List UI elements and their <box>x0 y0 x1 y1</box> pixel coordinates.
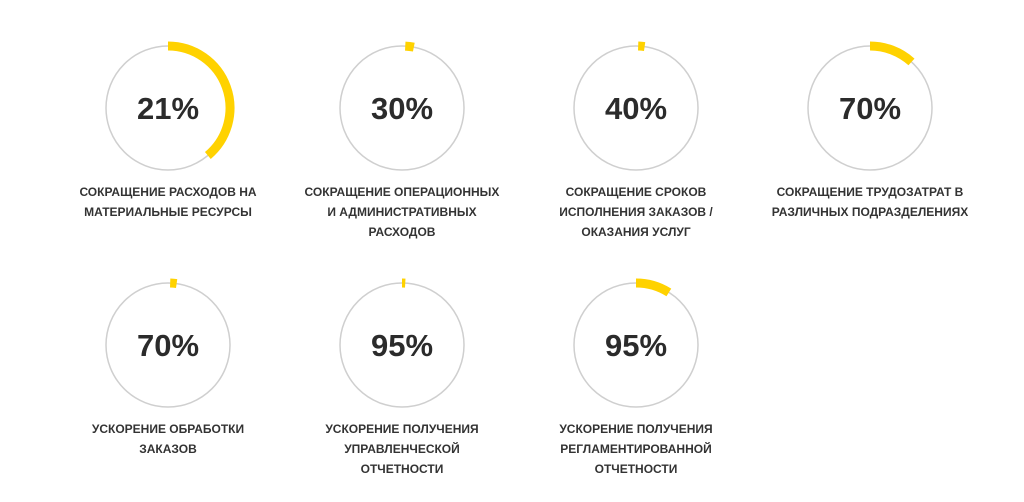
metric-label: РЕГЛАМЕНТИРОВАННОЙ <box>560 441 711 456</box>
metric-card: 95% УСКОРЕНИЕ ПОЛУЧЕНИЯ УПРАВЛЕНЧЕСКОЙ ОТЧЕ… <box>325 278 479 476</box>
progress-arc <box>404 41 415 52</box>
metric-label: И АДМИНИСТРАТИВНЫХ <box>327 205 476 219</box>
metric-label: СОКРАЩЕНИЕ ОПЕРАЦИОННЫХ <box>305 185 500 199</box>
metric-label: УСКОРЕНИЕ ПОЛУЧЕНИЯ <box>559 422 712 436</box>
metric-value: 40% <box>605 91 667 126</box>
metric-label: РАСХОДОВ <box>369 225 436 239</box>
metric-label: РАЗЛИЧНЫХ ПОДРАЗДЕЛЕНИЯХ <box>772 205 968 219</box>
metric-card: 70% УСКОРЕНИЕ ОБРАБОТКИ ЗАКАЗОВ <box>92 278 244 456</box>
metric-value: 95% <box>371 328 433 363</box>
progress-ring <box>105 282 231 408</box>
metric-card: 40% СОКРАЩЕНИЕ СРОКОВ ИСПОЛНЕНИЯ ЗАКАЗОВ /… <box>559 41 713 239</box>
metric-value: 21% <box>137 91 199 126</box>
metric-label: УСКОРЕНИЕ ОБРАБОТКИ <box>92 422 244 436</box>
progress-arc <box>167 41 235 159</box>
progress-arc <box>637 41 646 52</box>
metric-label: УПРАВЛЕНЧЕСКОЙ <box>344 441 460 456</box>
progress-ring <box>573 45 699 171</box>
metric-label: ЗАКАЗОВ <box>139 442 197 456</box>
metric-value: 30% <box>371 91 433 126</box>
metric-label: МАТЕРИАЛЬНЫЕ РЕСУРСЫ <box>84 205 252 219</box>
metric-label: УСКОРЕНИЕ ПОЛУЧЕНИЯ <box>325 422 478 436</box>
metric-label: ОТЧЕТНОСТИ <box>595 462 678 476</box>
metric-label: ОТЧЕТНОСТИ <box>361 462 444 476</box>
metric-value: 70% <box>137 328 199 363</box>
progress-arc <box>169 278 178 289</box>
metric-label: СОКРАЩЕНИЕ ТРУДОЗАТРАТ В <box>777 185 964 199</box>
progress-ring <box>339 45 465 171</box>
metric-value: 95% <box>605 328 667 363</box>
progress-arc <box>635 278 672 297</box>
metric-card: 95% УСКОРЕНИЕ ПОЛУЧЕНИЯ РЕГЛАМЕНТИРОВАННОЙ… <box>559 278 713 476</box>
metric-label: СОКРАЩЕНИЕ РАСХОДОВ НА <box>79 185 256 199</box>
metric-card: 21% СОКРАЩЕНИЕ РАСХОДОВ НА МАТЕРИАЛЬНЫЕ РЕ… <box>79 41 257 219</box>
metric-value: 70% <box>839 91 901 126</box>
metric-label: СОКРАЩЕНИЕ СРОКОВ <box>566 185 707 199</box>
metric-card: 30% СОКРАЩЕНИЕ ОПЕРАЦИОННЫХ И АДМИНИСТРАТИ… <box>305 41 500 239</box>
metric-label: ИСПОЛНЕНИЯ ЗАКАЗОВ / <box>559 205 713 219</box>
progress-arc <box>869 41 915 66</box>
metric-card: 70% СОКРАЩЕНИЕ ТРУДОЗАТРАТ В РАЗЛИЧНЫХ ПОД… <box>772 41 968 219</box>
metric-label: ОКАЗАНИЯ УСЛУГ <box>581 225 690 239</box>
